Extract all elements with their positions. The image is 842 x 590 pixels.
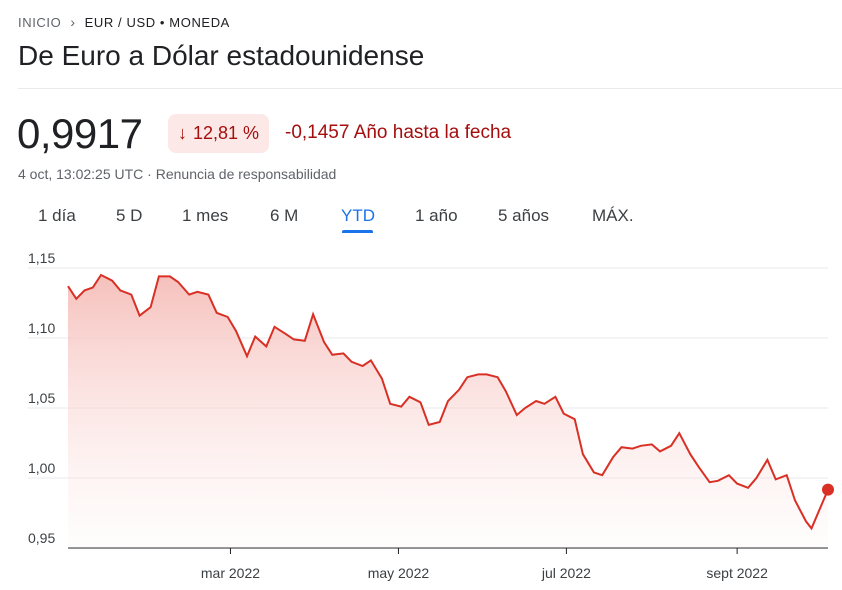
change-summary: -0,1457 Año hasta la fecha — [285, 122, 511, 144]
quote-meta: 4 oct, 13:02:25 UTC · Renuncia de respon… — [18, 166, 336, 182]
y-tick-label: 1,00 — [28, 460, 55, 476]
active-tab-indicator — [342, 230, 373, 233]
meta-separator: · — [143, 166, 156, 182]
series-area — [68, 275, 828, 548]
tab-3[interactable]: 6 M — [270, 206, 299, 225]
change-percent-badge: ↓ 12,81 % — [168, 114, 270, 153]
breadcrumb: INICIO › EUR / USD • MONEDA — [18, 14, 230, 30]
change-percent: 12,81 % — [193, 123, 260, 143]
tab-5[interactable]: 1 año — [415, 206, 458, 225]
quote-timestamp: 4 oct, 13:02:25 UTC — [18, 166, 144, 182]
tab-2[interactable]: 1 mes — [182, 206, 229, 225]
y-tick-label: 1,10 — [28, 320, 55, 336]
current-price: 0,9917 — [17, 110, 143, 157]
series-line — [67, 273, 829, 531]
current-value-marker — [822, 483, 834, 496]
breadcrumb-current: EUR / USD • MONEDA — [84, 14, 230, 30]
change-period: Año hasta la fecha — [353, 122, 512, 143]
exchange-rate-chart: 1,15 1,10 1,05 1,00 0,95 mar 2022 may 2022 jul… — [28, 250, 834, 581]
x-axis: mar 2022 may 2022 jul 2022 sept 2022 — [201, 548, 768, 581]
tab-1[interactable]: 5 D — [116, 206, 143, 225]
tab-0[interactable]: 1 día — [38, 206, 76, 225]
arrow-down-icon: ↓ — [178, 123, 187, 143]
x-tick-label: mar 2022 — [201, 565, 260, 581]
tab-6[interactable]: 5 años — [498, 206, 550, 225]
page-title: De Euro a Dólar estadounidense — [18, 40, 425, 71]
y-tick-label: 1,05 — [28, 390, 55, 406]
divider — [18, 88, 842, 89]
x-tick-label: may 2022 — [368, 565, 430, 581]
tab-4[interactable]: YTD — [341, 206, 375, 225]
y-tick-label: 1,15 — [28, 250, 55, 266]
breadcrumb-home-link[interactable]: INICIO — [18, 14, 62, 30]
x-tick-label: jul 2022 — [541, 565, 591, 581]
tab-7[interactable]: MÁX. — [592, 206, 634, 225]
chevron-right-icon: › — [70, 14, 76, 30]
x-tick-label: sept 2022 — [706, 565, 768, 581]
change-absolute: -0,1457 — [285, 122, 350, 143]
y-axis: 1,15 1,10 1,05 1,00 0,95 — [28, 250, 55, 546]
y-tick-label: 0,95 — [28, 530, 55, 546]
disclaimer-link[interactable]: Renuncia de responsabilidad — [155, 166, 337, 182]
